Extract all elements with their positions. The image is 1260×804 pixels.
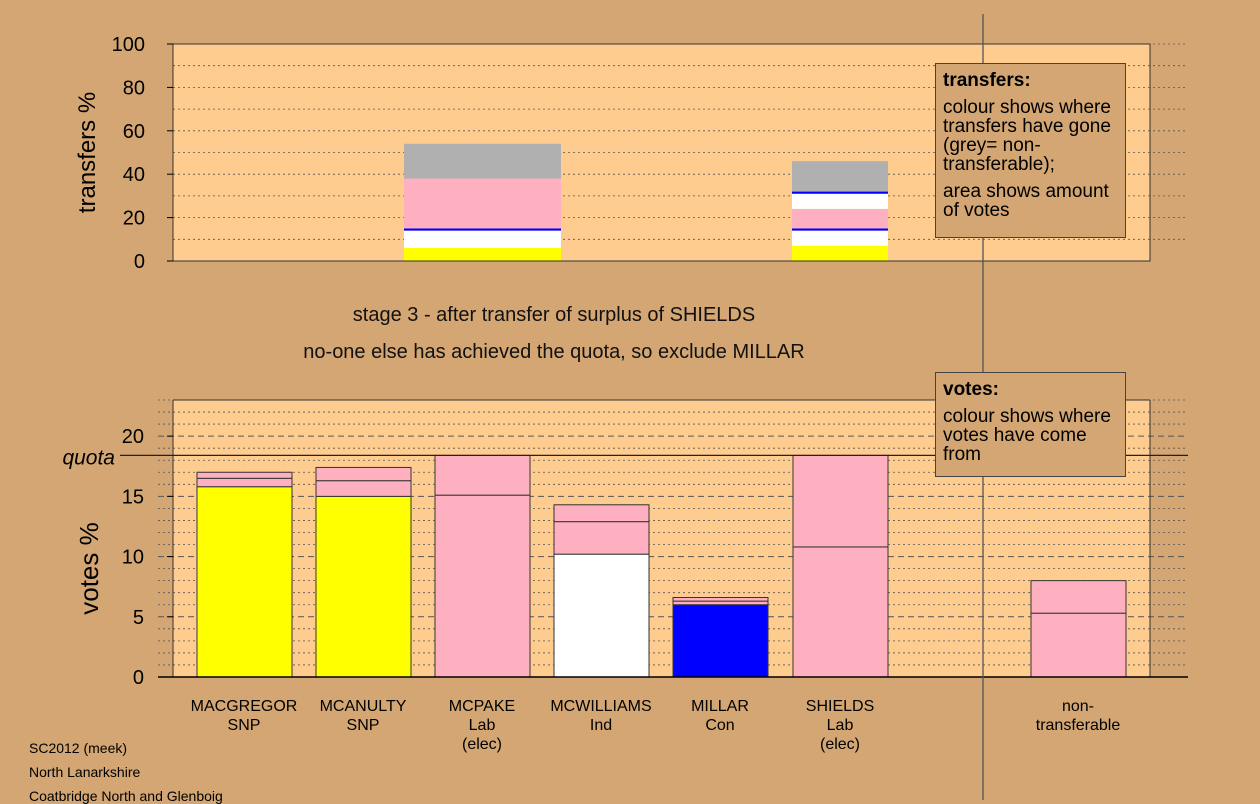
votes-legend: votes: colour shows where votes have com… xyxy=(935,372,1126,477)
vote-segment-mcpake xyxy=(434,454,531,496)
votes-y-tick-label: 0 xyxy=(133,667,144,689)
transfer-segment-shields xyxy=(792,191,888,194)
exclude-caption: no-one else has achieved the quota, so e… xyxy=(303,341,805,363)
vote-segment-mcwilliams xyxy=(553,553,650,678)
quota-label: quota xyxy=(62,446,115,469)
candidate-name: MCWILLIAMS xyxy=(550,698,651,715)
vote-segment-shields xyxy=(792,454,889,548)
candidate-party: Con xyxy=(705,717,734,734)
vote-segment-mcwilliams xyxy=(553,521,650,555)
vote-segment-macgregor xyxy=(196,486,293,678)
votes-legend-text: colour shows where votes have come from xyxy=(943,406,1111,465)
vote-segment-shields xyxy=(792,546,889,678)
vote-segment-mcwilliams xyxy=(553,504,650,523)
transfer-segment-shields xyxy=(792,193,888,209)
candidate-party: transferable xyxy=(1036,717,1121,734)
transfer-segment-shields xyxy=(792,208,888,229)
transfer-segment-shields xyxy=(792,245,888,261)
candidate-name: MACGREGOR xyxy=(191,698,298,715)
transfer-segment-shields xyxy=(792,161,888,192)
vote-segment-millar xyxy=(672,600,769,606)
vote-segment-mcpake xyxy=(434,494,531,678)
candidate-party: Lab xyxy=(469,717,496,734)
votes-y-axis-label: votes % xyxy=(74,522,104,615)
transfers-y-tick-label: 20 xyxy=(123,208,145,230)
vote-segment-non- xyxy=(1030,580,1127,614)
candidate-name: SHIELDS xyxy=(806,698,874,715)
transfers-legend: transfers: colour shows where transfers … xyxy=(935,63,1126,238)
transfers-y-tick-label: 100 xyxy=(112,34,145,56)
votes-y-tick-label: 5 xyxy=(133,607,144,629)
vote-segment-non- xyxy=(1030,612,1127,678)
transfer-segment-mcpake xyxy=(404,178,561,229)
candidate-party: SNP xyxy=(228,717,261,734)
transfers-legend-text-area: area shows amount of votes xyxy=(943,181,1109,221)
votes-y-tick-label: 10 xyxy=(122,547,144,569)
stage-caption: stage 3 - after transfer of surplus of S… xyxy=(352,304,756,326)
votes-y-tick-label: 15 xyxy=(122,486,144,508)
transfers-y-tick-label: 80 xyxy=(123,77,145,99)
transfers-legend-text-colour: colour shows where transfers have gone (… xyxy=(943,97,1111,175)
transfer-segment-shields xyxy=(792,230,888,246)
transfer-segment-mcpake xyxy=(404,143,561,179)
candidate-note: (elec) xyxy=(820,736,860,753)
transfer-segment-mcpake xyxy=(404,228,561,231)
transfer-segment-mcpake xyxy=(404,247,561,261)
candidate-name: MILLAR xyxy=(691,698,749,715)
transfers-plot-frame xyxy=(172,43,1151,262)
transfers-legend-title: transfers: xyxy=(943,70,1031,91)
vote-segment-millar xyxy=(672,604,769,678)
source-method: SC2012 (meek) xyxy=(29,740,128,756)
transfer-segment-shields xyxy=(792,228,888,231)
transfers-y-tick-label: 40 xyxy=(123,164,145,186)
candidate-name: MCPAKE xyxy=(449,698,515,715)
candidate-name: MCANULTY xyxy=(320,698,407,715)
candidate-party: Ind xyxy=(590,717,612,734)
vote-segment-macgregor xyxy=(196,477,293,488)
vote-segment-mcanulty xyxy=(315,480,412,497)
transfer-segment-mcpake xyxy=(404,230,561,248)
vote-segment-millar xyxy=(672,597,769,602)
source-ward: Coatbridge North and Glenboig xyxy=(29,788,223,804)
vote-segment-mcanulty xyxy=(315,466,412,482)
source-council: North Lanarkshire xyxy=(29,764,141,780)
transfers-y-tick-label: 60 xyxy=(123,121,145,143)
candidate-party: SNP xyxy=(347,717,380,734)
vote-segment-mcanulty xyxy=(315,495,412,678)
transfers-y-axis-label: transfers % xyxy=(74,92,101,213)
candidate-party: Lab xyxy=(827,717,854,734)
candidate-name: non- xyxy=(1062,698,1094,715)
vote-segment-macgregor xyxy=(196,471,293,479)
candidate-note: (elec) xyxy=(462,736,502,753)
transfers-y-tick-label: 0 xyxy=(134,251,145,273)
votes-legend-title: votes: xyxy=(943,379,999,400)
votes-y-tick-label: 20 xyxy=(122,426,144,448)
